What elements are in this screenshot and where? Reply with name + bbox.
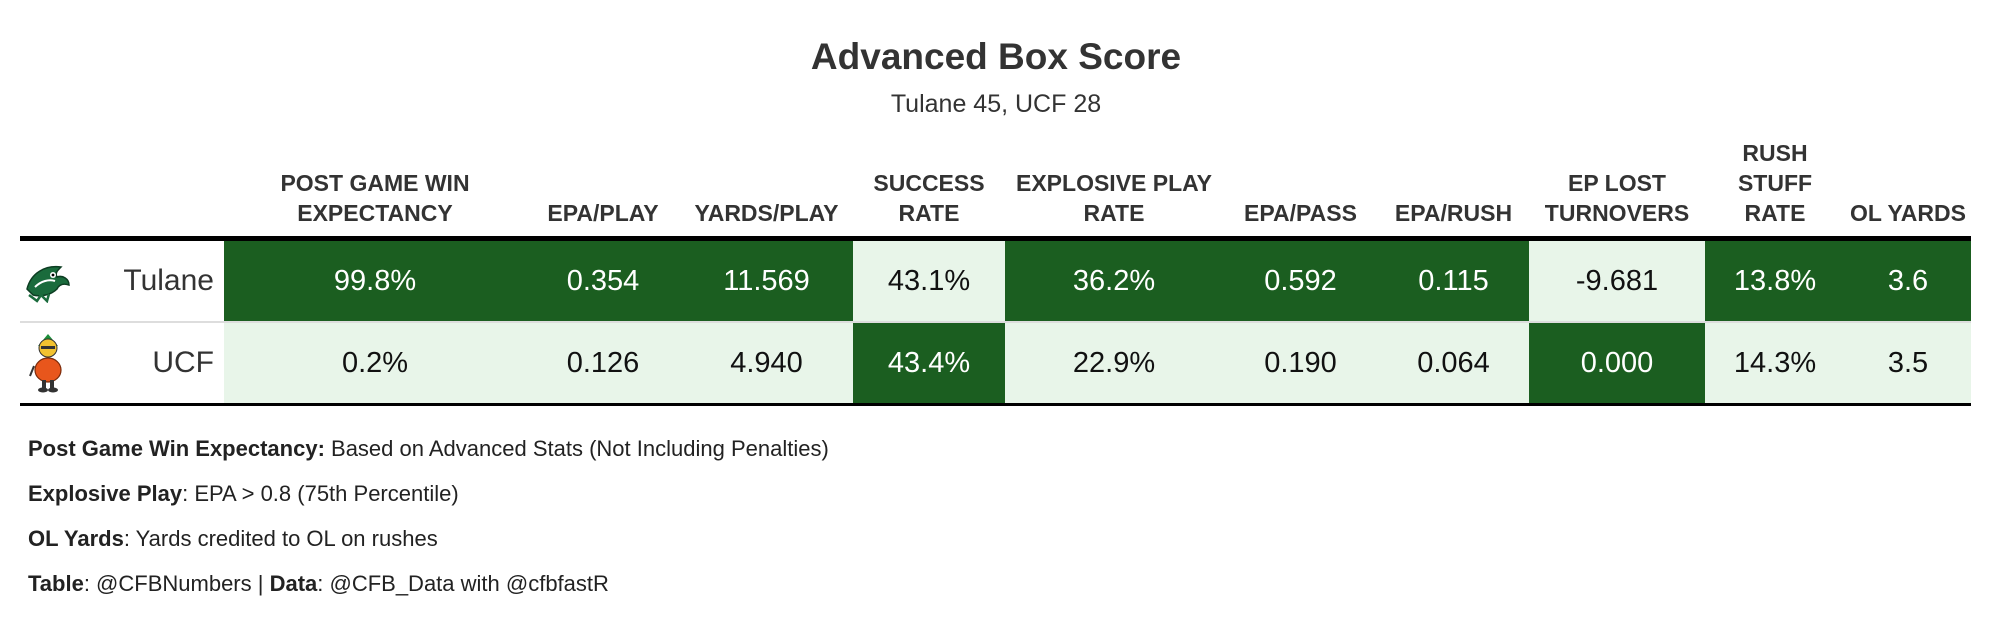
note-label: Data	[269, 571, 318, 596]
cell-value: 0.354	[526, 238, 680, 323]
team-name: UCF	[76, 322, 224, 406]
note-ol-yards: OL Yards: Yards credited to OL on rushes	[28, 522, 829, 567]
chart-title: Advanced Box Score	[810, 36, 1182, 77]
cell-value: 0.126	[526, 322, 680, 406]
header-epa-play: EPA/PLAY	[526, 138, 680, 241]
team-name: Tulane	[76, 238, 224, 323]
box-score-table: POST GAME WIN EXPECTANCY EPA/PLAY YARDS/…	[20, 138, 1971, 406]
note-label: Table	[28, 571, 84, 596]
header-rush-stuff-rate: RUSH STUFF RATE	[1705, 138, 1845, 241]
ucf-logo-icon	[20, 322, 76, 406]
tulane-logo-icon	[20, 238, 76, 323]
header-ol-yards: OL YARDS	[1845, 138, 1971, 241]
note-text: : EPA > 0.8 (75th Percentile)	[182, 481, 459, 506]
cell-value: 36.2%	[1005, 238, 1223, 323]
note-explosive-play: Explosive Play: EPA > 0.8 (75th Percenti…	[28, 477, 829, 522]
note-label: OL Yards	[28, 526, 124, 551]
header-logo	[20, 138, 76, 241]
cell-value: 0.000	[1529, 322, 1705, 406]
chart-subtitle: Tulane 45, UCF 28	[890, 90, 1102, 118]
header-team	[76, 138, 224, 241]
cell-value: 13.8%	[1705, 238, 1845, 323]
cell-value: 43.1%	[853, 238, 1005, 323]
cell-value: 3.5	[1845, 322, 1971, 406]
note-text: : @CFB_Data with @cfbfastR	[317, 571, 609, 596]
cell-value: 0.115	[1378, 238, 1529, 323]
table-row: Tulane 99.8% 0.354 11.569 43.1% 36.2% 0.…	[20, 238, 1971, 323]
cell-value: 0.190	[1223, 322, 1378, 406]
header-ep-lost-turnovers: EP LOST TURNOVERS	[1529, 138, 1705, 241]
cell-value: -9.681	[1529, 238, 1705, 323]
table-row: UCF 0.2% 0.126 4.940 43.4% 22.9% 0.190 0…	[20, 322, 1971, 406]
header-epa-rush: EPA/RUSH	[1378, 138, 1529, 241]
cell-value: 0.2%	[224, 322, 526, 406]
cell-value: 0.064	[1378, 322, 1529, 406]
header-explosive-play-rate: EXPLOSIVE PLAY RATE	[1005, 138, 1223, 241]
header-row: POST GAME WIN EXPECTANCY EPA/PLAY YARDS/…	[20, 138, 1971, 241]
note-label: Post Game Win Expectancy:	[28, 436, 325, 461]
header-win-expectancy: POST GAME WIN EXPECTANCY	[224, 138, 526, 241]
cell-value: 0.592	[1223, 238, 1378, 323]
cell-value: 4.940	[680, 322, 853, 406]
cell-value: 14.3%	[1705, 322, 1845, 406]
note-credits: Table: @CFBNumbers | Data: @CFB_Data wit…	[28, 567, 829, 612]
header-yards-play: YARDS/PLAY	[680, 138, 853, 241]
note-text: Based on Advanced Stats (Not Including P…	[324, 436, 829, 461]
cell-value: 11.569	[680, 238, 853, 323]
cell-value: 22.9%	[1005, 322, 1223, 406]
header-success-rate: SUCCESS RATE	[853, 138, 1005, 241]
header-epa-pass: EPA/PASS	[1223, 138, 1378, 241]
footnotes: Post Game Win Expectancy: Based on Advan…	[28, 432, 829, 612]
note-label: Explosive Play	[28, 481, 183, 506]
cell-value: 43.4%	[853, 322, 1005, 406]
cell-value: 99.8%	[224, 238, 526, 323]
cell-value: 3.6	[1845, 238, 1971, 323]
note-text: : Yards credited to OL on rushes	[123, 526, 438, 551]
note-win-expectancy: Post Game Win Expectancy: Based on Advan…	[28, 432, 829, 477]
note-text: : @CFBNumbers |	[83, 571, 270, 596]
